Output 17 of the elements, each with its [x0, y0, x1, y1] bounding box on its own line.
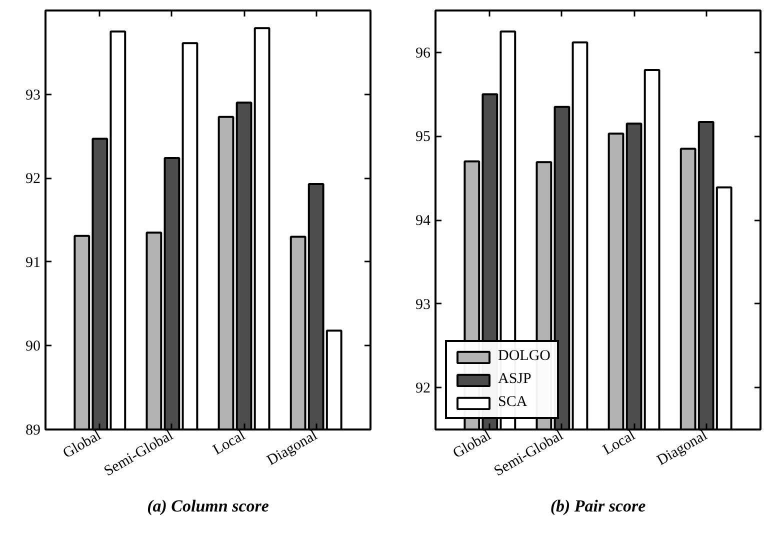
- y-tick-label: 92: [416, 380, 430, 397]
- y-tick-label: 95: [416, 129, 430, 146]
- legend-label: DOLGO: [498, 348, 550, 365]
- y-tick-label: 89: [26, 422, 40, 438]
- y-tick-label: 93: [26, 87, 40, 104]
- legend-label: SCA: [498, 394, 528, 411]
- y-tick-label: 92: [26, 171, 40, 188]
- y-tick-label: 91: [26, 254, 40, 271]
- x-tick-label: Local: [210, 428, 248, 458]
- y-tick-label: 96: [416, 45, 431, 62]
- x-tick-label: Local: [600, 428, 638, 458]
- text: (a) Column score: [147, 496, 270, 516]
- y-tick-label: 94: [416, 213, 431, 229]
- text: (b) Pair score: [550, 496, 646, 516]
- legend-label: ASJP: [498, 371, 532, 388]
- y-tick-label: 93: [416, 296, 430, 313]
- y-tick-label: 90: [26, 338, 40, 355]
